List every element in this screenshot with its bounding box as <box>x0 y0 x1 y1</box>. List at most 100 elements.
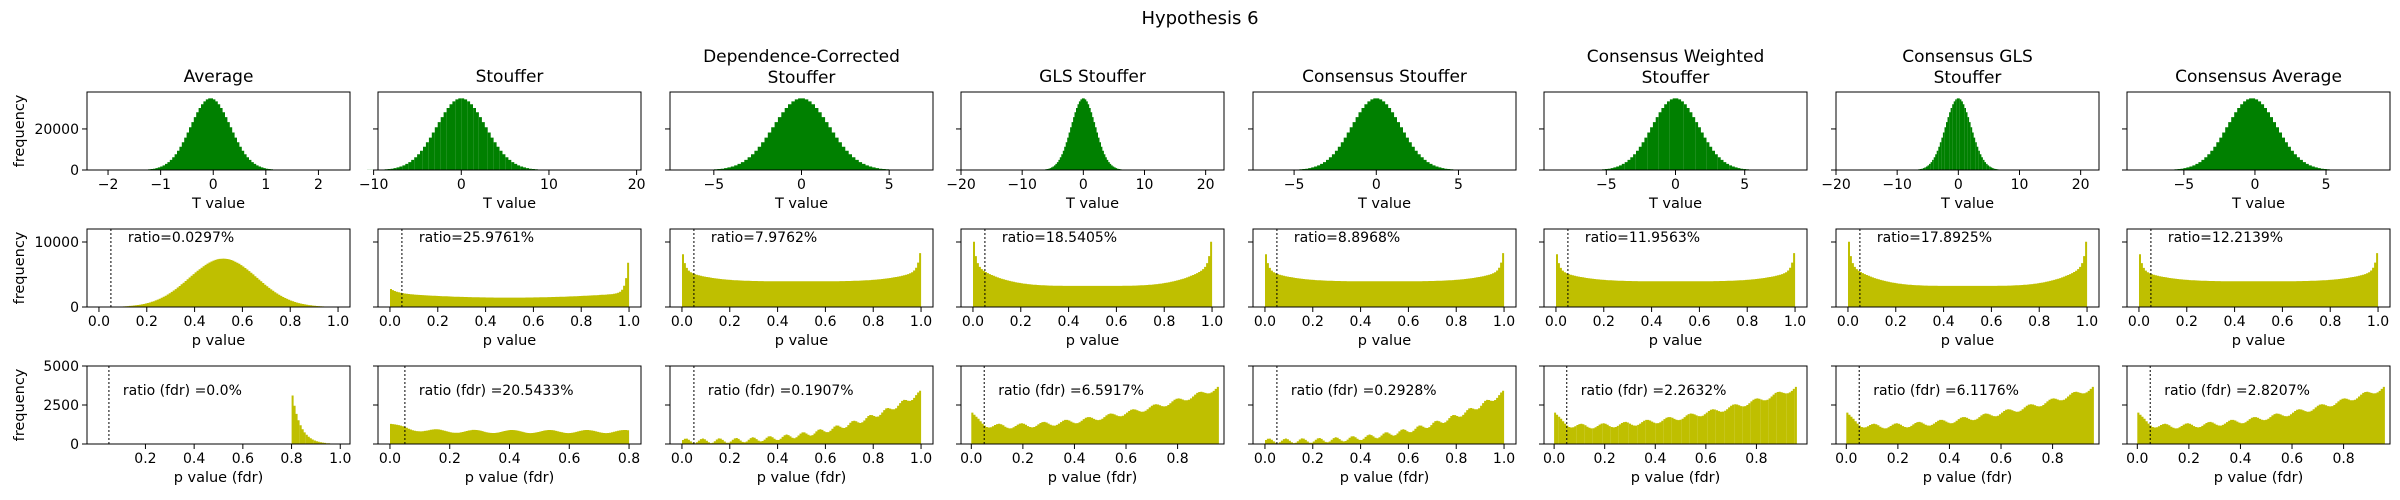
x-axis-label: T value <box>1648 196 1702 212</box>
x-tick-label: 20 <box>2072 177 2090 193</box>
x-tick-label: 0 <box>209 177 218 193</box>
x-tick-label: 0.6 <box>1990 451 2012 467</box>
panel-column: Consensus Stouffer −5 0 5 T value ratio=8.896… <box>1248 67 1517 486</box>
ratio-annotation: ratio (fdr) =20.5433% <box>419 383 574 399</box>
x-tick-label: −10 <box>359 177 389 193</box>
x-tick-label: 0.8 <box>1166 451 1188 467</box>
x-tick-label: 0.8 <box>2332 451 2354 467</box>
x-tick-label: 0.4 <box>1640 314 1662 330</box>
x-tick-label: 1.0 <box>1201 314 1223 330</box>
x-axis-label: T value <box>2231 196 2285 212</box>
x-axis-label: p value (fdr) <box>1048 470 1138 486</box>
ratio-annotation: ratio (fdr) =6.5917% <box>998 383 1144 399</box>
x-tick-label: 0.6 <box>1397 314 1419 330</box>
panel-column: Average−2 −1 0 1 2T value020000frequencyrati… <box>12 67 351 486</box>
x-tick-label: 0.4 <box>2229 451 2251 467</box>
x-tick-label: 1.0 <box>910 451 932 467</box>
x-tick-label: 0.8 <box>862 314 884 330</box>
ratio-annotation: ratio=0.0297% <box>128 230 234 246</box>
x-tick-label: 0 <box>457 177 466 193</box>
panel-column: Stouffer −10 0 10 20 T value ratio=25.9761% 0.0… <box>358 67 646 486</box>
axes-frame <box>86 228 351 308</box>
x-tick-label: 0.6 <box>2281 451 2303 467</box>
x-tick-label: 0.4 <box>1932 314 1954 330</box>
x-tick-label: 0 <box>797 177 806 193</box>
x-tick-label: 0.4 <box>1938 451 1960 467</box>
y-tick-label: 10000 <box>34 235 79 251</box>
axes-frame <box>2126 228 2391 308</box>
x-tick-label: 0.2 <box>1885 314 1907 330</box>
x-tick-label: −5 <box>2174 177 2195 193</box>
subplot: −5 0 5 T value <box>1248 91 1517 212</box>
x-tick-label: 0.0 <box>1835 451 1857 467</box>
histogram-bars <box>1265 390 1505 444</box>
x-axis-label: p value (fdr) <box>2214 470 2304 486</box>
subplot: ratio=12.2139% 0.0 0.2 0.4 0.6 0.8 1.0 p value <box>2122 228 2391 349</box>
panel-title: Stouffer <box>768 68 836 88</box>
x-tick-label: 0.2 <box>1302 451 1324 467</box>
panel-title: Consensus Weighted <box>1587 47 1765 67</box>
ratio-annotation: ratio (fdr) =2.8207% <box>2164 383 2310 399</box>
x-tick-label: 1.0 <box>2367 314 2389 330</box>
x-tick-label: 0.4 <box>1349 314 1371 330</box>
x-tick-label: 0.0 <box>1837 314 1859 330</box>
panel-title: Consensus Average <box>2175 67 2342 87</box>
x-tick-label: 0.4 <box>1349 451 1371 467</box>
axes-frame <box>377 91 642 171</box>
x-tick-label: 0.8 <box>1445 451 1467 467</box>
axes-frame <box>669 228 934 308</box>
panel-column: Consensus Average −5 0 5 T value ratio=12.213… <box>2122 67 2391 486</box>
x-axis-label: p value <box>2232 333 2285 349</box>
histogram-bars <box>2137 386 2385 444</box>
x-tick-label: 0.0 <box>1254 314 1276 330</box>
x-tick-label: −2 <box>98 177 119 193</box>
x-tick-label: 0.8 <box>279 314 301 330</box>
x-tick-label: 0 <box>2250 177 2259 193</box>
x-axis-label: T value <box>774 196 828 212</box>
y-tick-label: 0 <box>70 437 79 453</box>
x-tick-label: 0.6 <box>1397 451 1419 467</box>
histogram-bars <box>126 98 295 170</box>
panel-title: Stouffer <box>1934 68 2002 88</box>
x-tick-label: 0.8 <box>2028 314 2050 330</box>
subplot: −20 −10 0 10 20 T value <box>1821 91 2100 212</box>
x-tick-label: 1 <box>261 177 270 193</box>
subplot: ratio=8.8968% 0.0 0.2 0.4 0.6 0.8 1.0 p value <box>1248 228 1517 349</box>
x-tick-label: 0.8 <box>1445 314 1467 330</box>
y-axis-label: frequency <box>12 94 28 167</box>
subplot: −2 −1 0 1 2 T value 0 20000 frequency <box>12 91 351 212</box>
x-tick-label: −5 <box>1284 177 1305 193</box>
x-tick-label: 0.2 <box>719 314 741 330</box>
ratio-annotation: ratio (fdr) =6.1176% <box>1873 383 2019 399</box>
x-tick-label: 1.0 <box>1784 314 1806 330</box>
x-tick-label: 0.2 <box>2178 451 2200 467</box>
x-axis-label: p value <box>483 333 536 349</box>
x-tick-label: −20 <box>946 177 976 193</box>
subplot: ratio (fdr) =6.5917% 0.0 0.2 0.4 0.6 0.8 p val… <box>956 365 1225 486</box>
x-axis-label: p value <box>1358 333 1411 349</box>
x-axis-label: T value <box>482 196 536 212</box>
x-tick-label: 5 <box>885 177 894 193</box>
axes-frame <box>960 91 1225 171</box>
histogram-bars <box>1848 241 2088 307</box>
x-tick-label: 0.6 <box>1688 314 1710 330</box>
x-tick-label: 0.6 <box>231 314 253 330</box>
x-tick-label: 0.2 <box>719 451 741 467</box>
x-tick-label: 0.8 <box>1153 314 1175 330</box>
x-axis-label: p value (fdr) <box>174 470 264 486</box>
axes-frame <box>377 228 642 308</box>
ratio-annotation: ratio (fdr) =0.1907% <box>708 383 854 399</box>
ratio-annotation: ratio=7.9762% <box>711 230 817 246</box>
x-tick-label: 0.4 <box>766 314 788 330</box>
panel-title: Dependence-Corrected <box>703 47 900 67</box>
x-axis-label: T value <box>1065 196 1119 212</box>
panel-title: Stouffer <box>1642 68 1710 88</box>
subplot: ratio (fdr) =6.1176% 0.0 0.2 0.4 0.6 0.8 p val… <box>1831 365 2100 486</box>
histogram-bars <box>971 386 1219 444</box>
x-tick-label: 0.8 <box>280 451 302 467</box>
x-tick-label: 0.4 <box>1057 314 1079 330</box>
x-tick-label: 0.8 <box>618 451 640 467</box>
